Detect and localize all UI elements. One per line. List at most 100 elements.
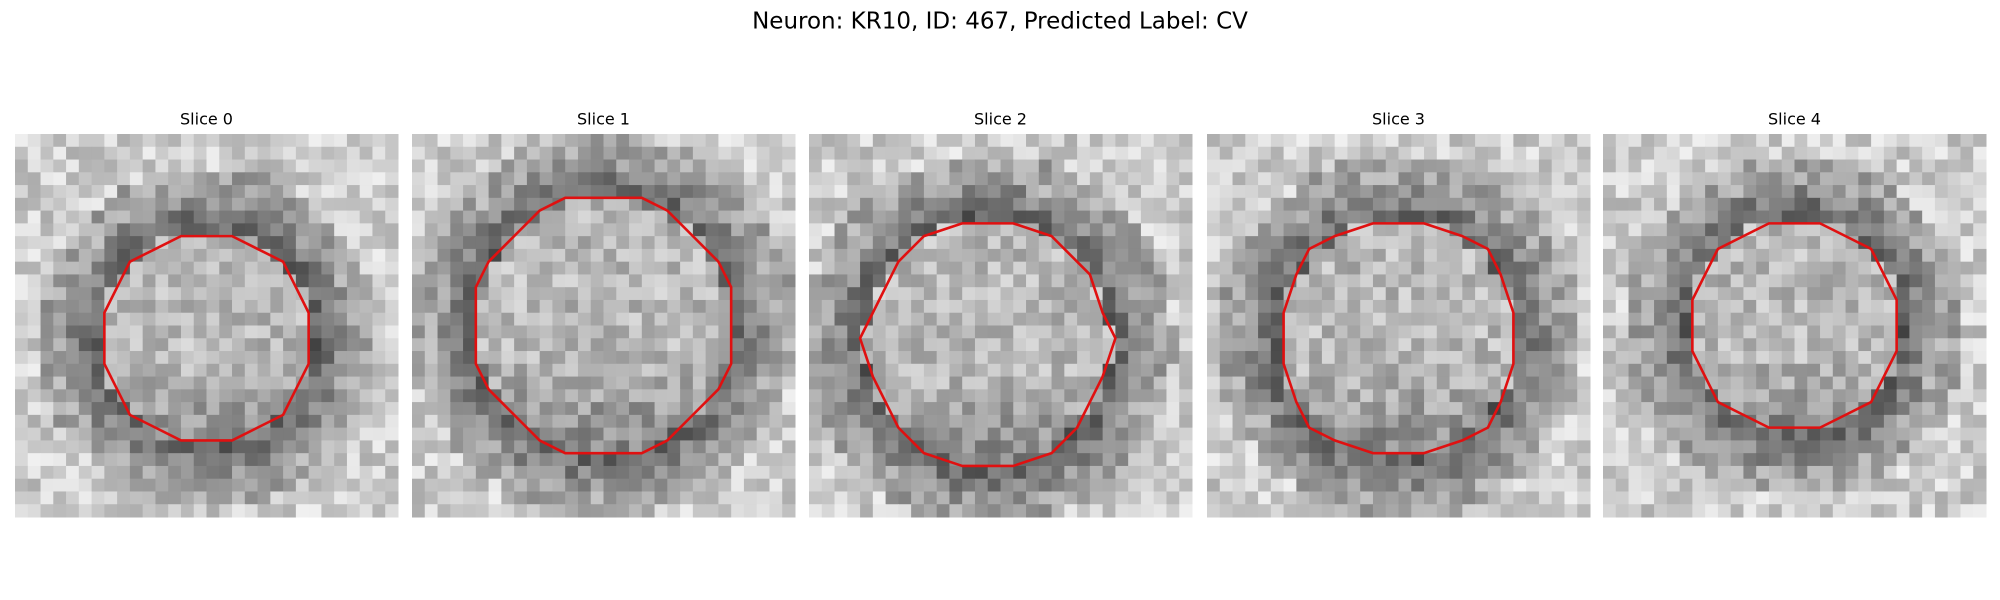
pixel xyxy=(1654,351,1668,365)
pixel xyxy=(1538,236,1553,250)
pixel xyxy=(782,478,796,492)
pixel xyxy=(193,440,207,454)
pixel xyxy=(488,465,502,480)
pixel xyxy=(1462,325,1476,339)
pixel xyxy=(1871,478,1885,492)
pixel xyxy=(1051,402,1065,416)
pixel xyxy=(308,274,322,288)
pixel xyxy=(1258,274,1272,288)
pixel xyxy=(346,351,361,365)
pixel xyxy=(1871,325,1885,339)
pixel xyxy=(923,134,938,148)
pixel xyxy=(1909,376,1923,390)
pixel xyxy=(1922,146,1936,161)
pixel xyxy=(1449,351,1463,365)
pixel xyxy=(1705,338,1719,352)
pixel xyxy=(526,414,541,429)
pixel xyxy=(821,287,836,301)
pixel xyxy=(1564,287,1578,301)
pixel xyxy=(168,248,182,263)
pixel xyxy=(321,325,335,339)
pixel xyxy=(641,134,656,148)
pixel xyxy=(974,248,989,263)
pixel xyxy=(680,402,694,416)
pixel xyxy=(78,146,93,161)
pixel xyxy=(821,299,836,314)
pixel xyxy=(641,376,656,390)
pixel xyxy=(898,210,912,224)
pixel xyxy=(53,414,67,429)
pixel xyxy=(1603,210,1617,224)
pixel xyxy=(936,274,950,288)
pixel xyxy=(1934,197,1949,212)
pixel xyxy=(1436,414,1451,429)
pixel xyxy=(1283,248,1297,263)
pixel xyxy=(66,299,80,314)
pixel xyxy=(501,414,515,429)
pixel xyxy=(641,338,656,352)
pixel xyxy=(232,223,246,237)
pixel xyxy=(1245,376,1259,390)
pixel xyxy=(526,402,541,416)
pixel xyxy=(1538,134,1553,148)
pixel xyxy=(539,172,553,186)
pixel xyxy=(372,491,386,505)
pixel xyxy=(1794,223,1808,237)
pixel xyxy=(1398,146,1412,161)
pixel xyxy=(53,299,67,314)
pixel xyxy=(1153,185,1167,199)
pixel xyxy=(1730,453,1744,467)
pixel xyxy=(552,172,566,186)
pixel xyxy=(1947,440,1961,454)
pixel xyxy=(514,134,528,148)
pixel xyxy=(1115,363,1129,378)
pixel xyxy=(206,325,220,339)
pixel xyxy=(1334,312,1348,326)
pixel xyxy=(78,299,93,314)
pixel xyxy=(1641,287,1655,301)
pixel xyxy=(705,453,719,467)
pixel xyxy=(1628,185,1642,199)
pixel xyxy=(1270,389,1285,403)
pixel xyxy=(244,197,259,212)
pixel xyxy=(898,146,912,161)
pixel xyxy=(321,465,335,480)
pixel xyxy=(974,389,989,403)
pixel xyxy=(104,491,118,505)
pixel xyxy=(1768,248,1783,263)
pixel xyxy=(1526,236,1540,250)
pixel xyxy=(372,299,386,314)
pixel xyxy=(117,236,131,250)
pixel xyxy=(1436,159,1451,173)
pixel xyxy=(1207,134,1221,148)
pixel xyxy=(1166,504,1180,518)
pixel xyxy=(1026,248,1040,263)
pixel xyxy=(1730,465,1744,480)
pixel xyxy=(232,159,246,173)
pixel xyxy=(1321,248,1336,263)
pixel xyxy=(616,159,630,173)
pixel xyxy=(359,210,373,224)
pixel xyxy=(1309,287,1323,301)
pixel xyxy=(1102,453,1116,467)
pixel xyxy=(15,389,29,403)
pixel xyxy=(66,325,80,339)
pixel xyxy=(756,312,770,326)
pixel xyxy=(1347,363,1361,378)
pixel xyxy=(552,363,566,378)
pixel xyxy=(692,478,707,492)
pixel xyxy=(667,351,681,365)
pixel xyxy=(1245,427,1259,441)
pixel xyxy=(1756,465,1770,480)
pixel xyxy=(193,210,207,224)
pixel xyxy=(1692,312,1706,326)
pixel xyxy=(539,236,553,250)
pixel xyxy=(104,146,118,161)
pixel xyxy=(1077,453,1091,467)
pixel xyxy=(1564,478,1578,492)
pixel xyxy=(1603,159,1617,173)
pixel xyxy=(359,223,373,237)
pixel xyxy=(1615,172,1630,186)
pixel xyxy=(1064,312,1078,326)
pixel xyxy=(308,478,322,492)
